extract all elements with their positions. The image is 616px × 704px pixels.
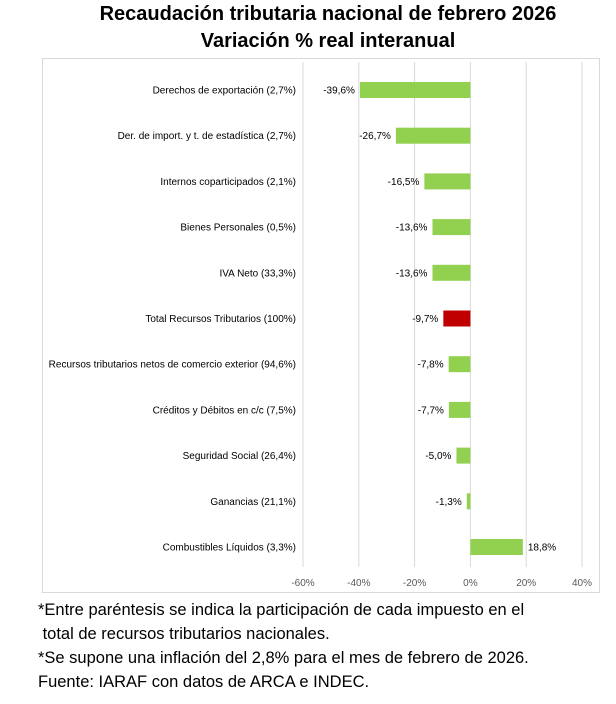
data-label: -1,3%	[436, 497, 462, 508]
data-label: -16,5%	[388, 177, 420, 188]
chart-subtitle: Variación % real interanual	[200, 30, 456, 52]
bar	[359, 82, 471, 98]
category-label: Total Recursos Tributarios (100%)	[145, 314, 296, 325]
bar	[424, 173, 471, 190]
note-line: *Se supone una inflación del 2,8% para e…	[38, 649, 529, 667]
bar	[395, 127, 471, 144]
bar	[456, 447, 471, 464]
note-line: *Entre paréntesis se indica la participa…	[38, 601, 525, 619]
category-label: Seguridad Social (26,4%)	[183, 451, 296, 462]
data-label: -13,6%	[396, 223, 428, 234]
chart-title: Recaudación tributaria nacional de febre…	[99, 3, 557, 25]
data-label: 18,8%	[528, 543, 556, 554]
bar	[448, 356, 471, 373]
data-label: -7,7%	[418, 405, 444, 416]
bar	[432, 264, 471, 281]
data-label: -5,0%	[425, 451, 451, 462]
data-label: -9,7%	[412, 314, 438, 325]
category-label: Derechos de exportación (2,7%)	[153, 86, 296, 97]
category-label: Bienes Personales (0,5%)	[180, 223, 296, 234]
bar	[470, 539, 523, 555]
category-label: Ganancias (21,1%)	[210, 497, 296, 508]
x-tick-label: -40%	[347, 578, 370, 589]
bar	[443, 310, 471, 327]
data-label: -39,6%	[323, 86, 355, 97]
note-line: total de recursos tributarios nacionales…	[38, 625, 330, 643]
x-tick-label: -20%	[403, 578, 426, 589]
category-label: Der. de import. y t. de estadística (2,7…	[118, 131, 296, 142]
category-label: IVA Neto (33,3%)	[219, 268, 296, 279]
chart-area	[42, 58, 600, 593]
x-tick-label: 20%	[516, 578, 536, 589]
category-label: Internos coparticipados (2,1%)	[160, 177, 296, 188]
bar	[432, 219, 471, 236]
category-label: Recursos tributarios netos de comercio e…	[49, 360, 296, 371]
x-tick-label: 0%	[463, 578, 478, 589]
x-tick-label: -60%	[291, 578, 314, 589]
category-label: Créditos y Débitos en c/c (7,5%)	[153, 405, 296, 416]
bar	[466, 493, 471, 510]
x-tick-label: 40%	[572, 578, 592, 589]
notes: *Entre paréntesis se indica la participa…	[38, 598, 529, 694]
source-line: Fuente: IARAF con datos de ARCA e INDEC.	[38, 673, 370, 691]
data-label: -26,7%	[359, 131, 391, 142]
bar	[448, 401, 471, 418]
data-label: -13,6%	[396, 268, 428, 279]
category-label: Combustibles Líquidos (3,3%)	[163, 543, 296, 554]
data-label: -7,8%	[418, 360, 444, 371]
